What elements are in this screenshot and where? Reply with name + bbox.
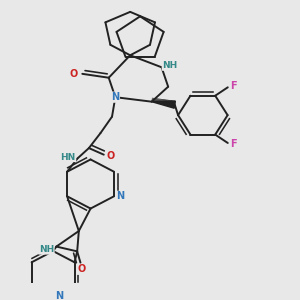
Text: O: O [77,264,86,274]
Text: N: N [56,291,64,300]
Text: F: F [230,81,237,91]
Text: HN: HN [61,153,76,162]
Text: NH: NH [162,61,177,70]
Polygon shape [152,101,175,108]
Text: N: N [117,191,125,201]
Text: NH: NH [39,245,54,254]
Text: N: N [111,92,119,102]
Text: F: F [230,140,237,149]
Text: O: O [107,151,115,161]
Text: O: O [70,69,78,79]
